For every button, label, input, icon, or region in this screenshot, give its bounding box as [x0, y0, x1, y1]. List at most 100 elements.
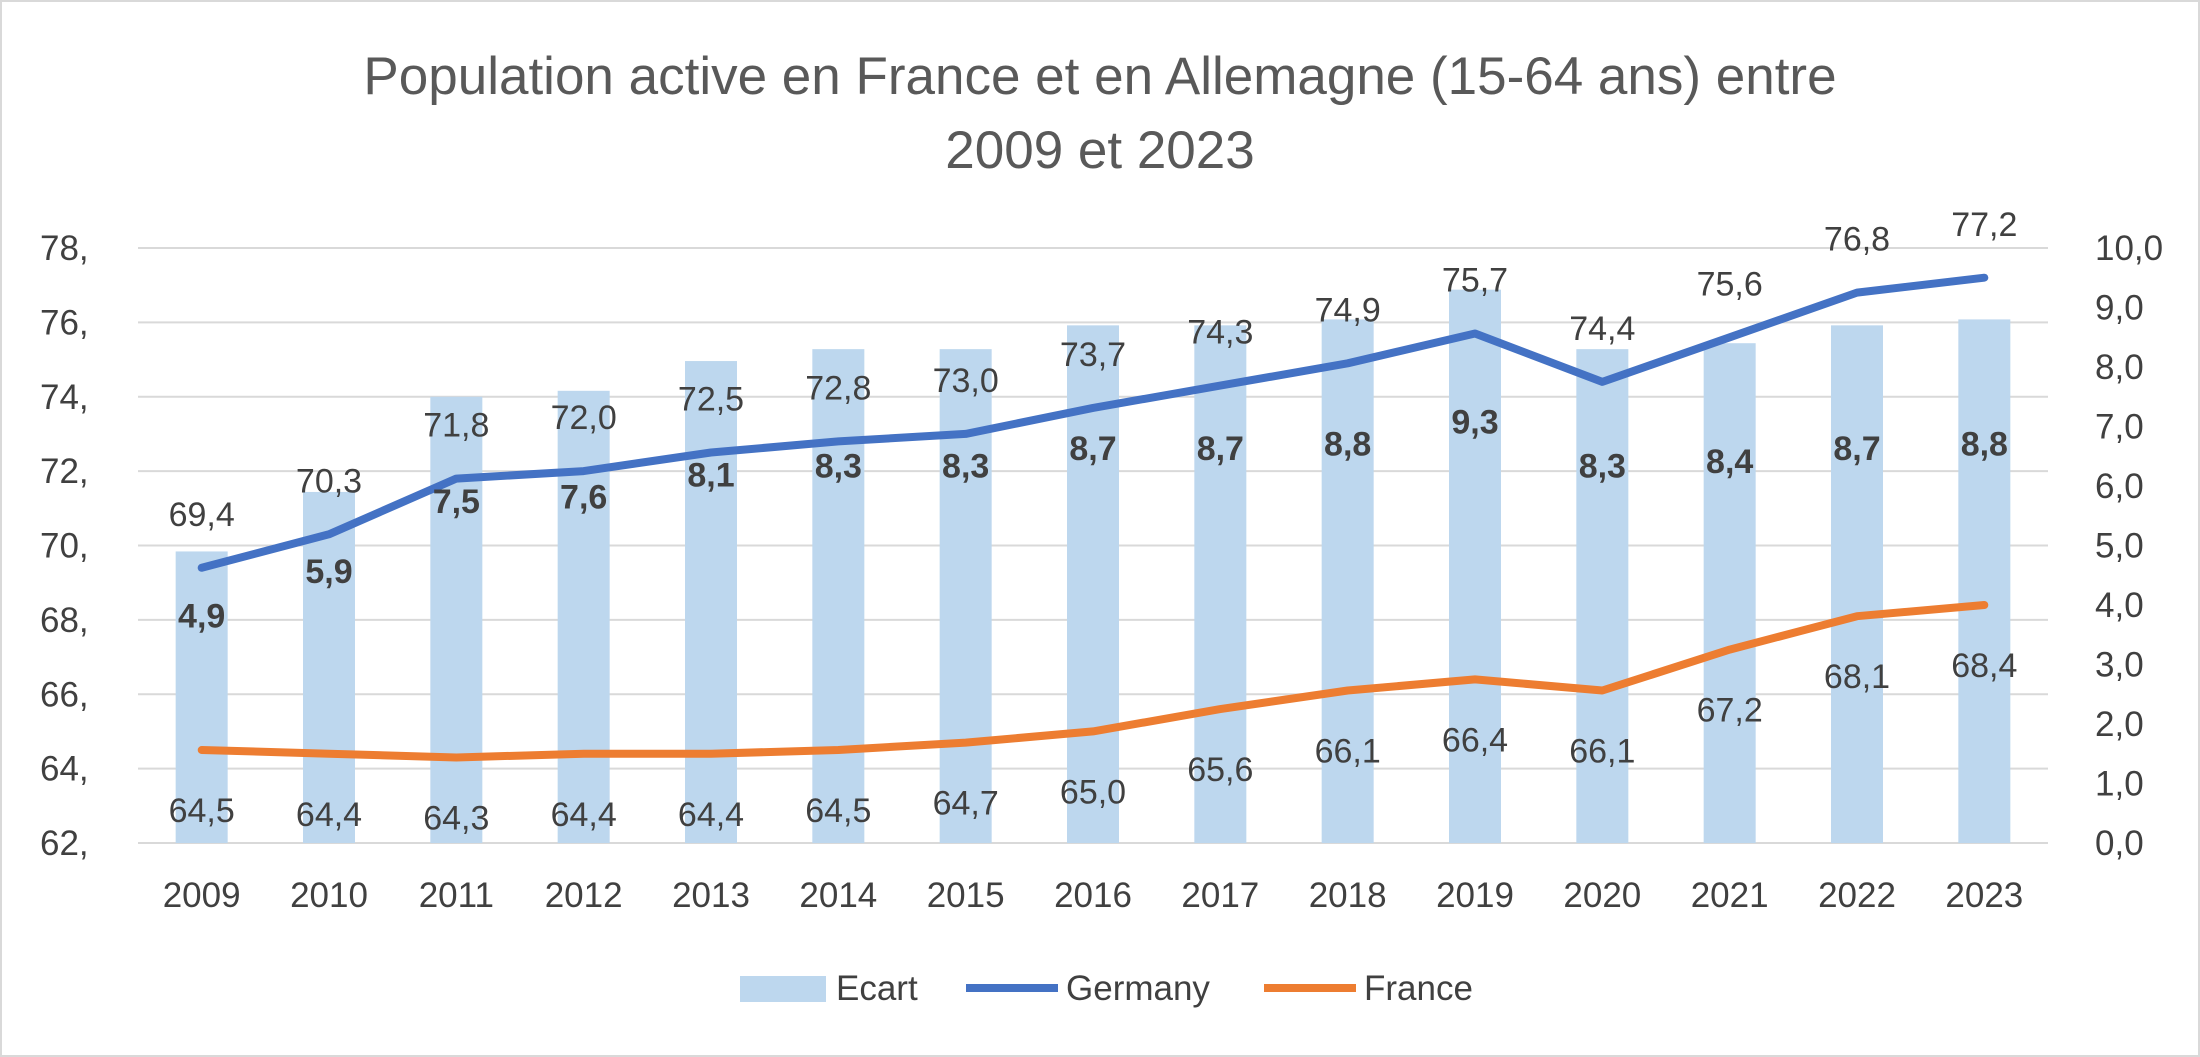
x-axis-tick-label: 2022 [1818, 876, 1896, 915]
bar-ecart-2015 [939, 349, 992, 843]
data-label-france: 64,4 [296, 796, 362, 834]
data-label-france: 64,4 [551, 796, 617, 834]
x-axis-tick-label: 2010 [290, 876, 368, 915]
right-axis-tick-label: 1,0 [2095, 765, 2144, 804]
data-label-france: 64,4 [678, 796, 744, 834]
left-axis-ticks: 62, 64, 66, 68, 70, 72, 74, 76, 78, [40, 229, 89, 863]
data-label-france: 65,0 [1060, 773, 1126, 811]
legend-label-ecart: Ecart [836, 969, 918, 1008]
bar-ecart-2018 [1321, 319, 1374, 843]
right-axis-tick-label: 7,0 [2095, 408, 2144, 447]
right-axis-tick-label: 2,0 [2095, 705, 2144, 744]
bar-ecart-2019 [1449, 289, 1501, 843]
data-label-germany: 71,8 [423, 407, 489, 445]
left-axis-tick-label: 78, [40, 229, 89, 268]
x-axis-ticks: 2009 2010 2011 2012 2013 2014 2015 2016 2017 2018… [163, 876, 2024, 915]
data-label-ecart: 8,3 [1579, 448, 1626, 486]
data-label-ecart: 8,3 [815, 448, 862, 486]
data-label-france: 65,6 [1187, 751, 1253, 789]
x-axis-tick-label: 2018 [1309, 876, 1387, 915]
x-axis-tick-label: 2020 [1563, 876, 1641, 915]
legend-label-germany: Germany [1066, 969, 1210, 1008]
bar-ecart-2012 [557, 390, 610, 843]
data-label-germany: 72,8 [805, 369, 871, 407]
data-label-ecart: 4,9 [178, 597, 225, 635]
data-label-ecart: 8,7 [1833, 430, 1880, 468]
left-axis-tick-label: 76, [40, 303, 89, 342]
data-label-france: 64,7 [933, 785, 999, 823]
data-label-ecart: 9,3 [1451, 404, 1498, 442]
data-label-ecart: 7,5 [433, 483, 480, 521]
data-label-germany: 72,0 [551, 399, 617, 437]
data-label-germany: 69,4 [169, 496, 235, 534]
line-series [197, 273, 1989, 762]
bar-ecart-2021 [1703, 343, 1756, 843]
left-axis-tick-label: 72, [40, 452, 89, 491]
bar-ecart-2011 [430, 396, 483, 843]
data-label-ecart: 8,4 [1706, 443, 1753, 481]
data-label-germany: 73,7 [1060, 336, 1126, 374]
chart-title-line-1: Population active en France et en Allema… [363, 47, 1836, 106]
left-axis-tick-label: 68, [40, 601, 89, 640]
bar-ecart-2013 [685, 361, 737, 843]
data-label-france: 66,1 [1315, 733, 1381, 771]
x-axis-tick-label: 2009 [163, 876, 241, 915]
right-axis-tick-label: 4,0 [2095, 586, 2144, 625]
data-label-ecart: 8,7 [1069, 430, 1116, 468]
x-axis-tick-label: 2013 [672, 876, 750, 915]
data-label-germany: 77,2 [1951, 206, 2017, 244]
right-axis-tick-label: 6,0 [2095, 467, 2144, 506]
bar-ecart-2014 [812, 349, 865, 843]
data-label-ecart: 8,1 [687, 456, 734, 494]
data-label-france: 64,3 [423, 799, 489, 837]
data-label-france: 66,4 [1442, 721, 1508, 759]
x-axis-tick-label: 2019 [1436, 876, 1514, 915]
data-label-germany: 72,5 [678, 381, 744, 419]
data-label-germany: 74,4 [1569, 310, 1635, 348]
x-axis-tick-label: 2011 [419, 876, 494, 915]
left-axis-tick-label: 74, [40, 378, 89, 417]
data-label-germany: 74,3 [1187, 314, 1253, 352]
data-label-ecart: 8,8 [1961, 426, 2008, 464]
bar-ecart-2010 [303, 491, 355, 843]
data-label-germany: 70,3 [296, 462, 362, 500]
right-axis-tick-label: 3,0 [2095, 646, 2144, 685]
x-axis-tick-label: 2023 [1945, 876, 2023, 915]
left-axis-tick-label: 66, [40, 675, 89, 714]
bar-ecart-2009 [175, 551, 228, 843]
left-axis-tick-label: 64, [40, 750, 89, 789]
data-label-germany: 76,8 [1824, 221, 1890, 259]
x-axis-tick-label: 2012 [545, 876, 623, 915]
right-axis-ticks: 0,0 1,0 2,0 3,0 4,0 5,0 6,0 7,0 8,0 9,0 10,0 [2095, 229, 2163, 863]
legend: Ecart Germany France [740, 969, 1473, 1008]
data-label-france: 66,1 [1569, 733, 1635, 771]
right-axis-tick-label: 10,0 [2095, 229, 2163, 268]
data-label-ecart: 5,9 [305, 553, 352, 591]
bar-ecart-2022 [1831, 325, 1883, 844]
data-label-germany: 75,6 [1697, 265, 1763, 303]
x-axis-tick-label: 2021 [1691, 876, 1769, 915]
data-label-germany: 74,9 [1315, 291, 1381, 329]
data-label-france: 67,2 [1697, 692, 1763, 730]
bar-ecart-2017 [1194, 325, 1247, 844]
data-label-france: 68,1 [1824, 658, 1890, 696]
data-label-france: 68,4 [1951, 647, 2017, 685]
right-axis-tick-label: 0,0 [2095, 824, 2144, 863]
right-axis-tick-label: 9,0 [2095, 289, 2144, 328]
data-label-france: 64,5 [805, 792, 871, 830]
right-axis-tick-label: 5,0 [2095, 527, 2144, 566]
x-axis-tick-label: 2016 [1054, 876, 1132, 915]
data-labels: 69,4 70,3 71,8 72,0 72,5 72,8 73,0 73,7 74,3 74,9… [169, 206, 2018, 838]
chart-title-line-2: 2009 et 2023 [945, 121, 1254, 180]
x-axis-tick-label: 2015 [927, 876, 1005, 915]
x-axis-tick-label: 2017 [1181, 876, 1259, 915]
bar-ecart-2020 [1576, 349, 1629, 843]
data-label-france: 64,5 [169, 792, 235, 830]
line-france [197, 601, 1989, 762]
left-axis-tick-label: 70, [40, 527, 89, 566]
line-germany [197, 273, 1989, 572]
bar-ecart-2023 [1958, 319, 2011, 843]
right-axis-tick-label: 8,0 [2095, 348, 2144, 387]
x-axis-tick-label: 2014 [799, 876, 877, 915]
legend-label-france: France [1364, 969, 1473, 1008]
